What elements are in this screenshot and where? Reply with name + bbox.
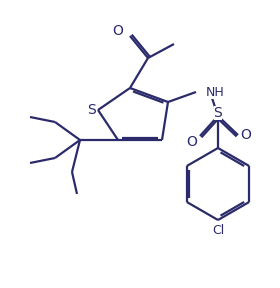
Text: O: O	[113, 24, 123, 38]
Text: NH: NH	[206, 86, 225, 98]
Text: S: S	[88, 103, 96, 117]
Text: O: O	[186, 135, 197, 149]
Text: S: S	[214, 106, 222, 120]
Text: O: O	[241, 128, 251, 142]
Text: Cl: Cl	[212, 223, 224, 236]
